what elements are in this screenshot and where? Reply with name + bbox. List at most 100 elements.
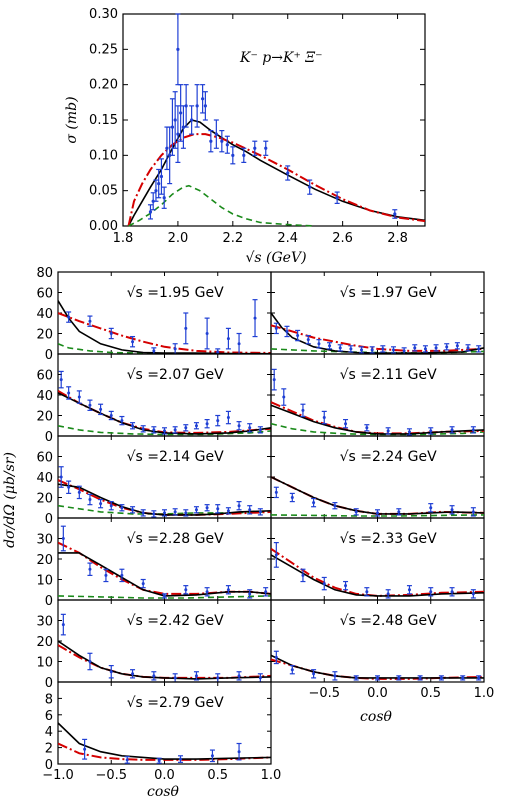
panel-data-point <box>99 407 103 411</box>
panel-data-point <box>237 424 241 428</box>
panel-data-point <box>205 422 209 426</box>
panel-y-tick-label: 0 <box>45 348 53 363</box>
panel-4: √s =2.11 GeV <box>270 353 485 437</box>
panel-data-point <box>376 511 379 515</box>
panel-data-point <box>333 674 337 678</box>
panel-energy-label: √s =2.11 GeV <box>340 367 437 383</box>
panel-data-point <box>237 750 241 754</box>
panel-data-point <box>461 676 465 680</box>
panel-energy-label: √s =2.24 GeV <box>340 449 437 465</box>
panel-data-point <box>216 676 220 680</box>
top-data-point <box>159 174 164 179</box>
panel-y-tick-label: 30 <box>36 533 53 548</box>
panel-data-point <box>226 337 230 341</box>
panel-data-point <box>450 508 454 512</box>
panel-data-point <box>61 537 65 540</box>
top-y-tick-label: 0.15 <box>89 113 118 128</box>
panel-green-dashed-curve <box>271 422 484 436</box>
top-x-axis-label: √s (GeV) <box>245 250 306 266</box>
panel-data-point <box>312 672 316 676</box>
panel-data-points <box>58 466 263 518</box>
top-data-point <box>157 182 161 186</box>
panel-data-point <box>109 504 113 508</box>
panel-data-point <box>296 334 300 338</box>
panel-data-point <box>445 345 449 349</box>
panel-data-point <box>125 758 129 762</box>
panel-data-point <box>466 346 470 350</box>
panel-y-tick-label: 20 <box>36 635 53 650</box>
panel-data-point <box>317 342 321 346</box>
panel-data-point <box>274 326 278 330</box>
top-data-point <box>286 171 290 175</box>
panel-6: √s =2.24 GeV <box>270 435 485 519</box>
panel-data-point <box>59 475 63 479</box>
panel-data-point <box>338 346 342 350</box>
panel-data-point <box>173 676 177 680</box>
panel-data-point <box>354 676 358 680</box>
top-x-tick-label: 1.8 <box>113 231 134 246</box>
panel-data-points <box>66 299 258 354</box>
top-data-point <box>335 196 339 200</box>
panel-data-point <box>258 676 262 680</box>
panel-data-point <box>322 582 326 586</box>
panel-data-point <box>131 340 135 344</box>
panel-data-point <box>391 348 395 352</box>
panel-data-point <box>184 426 188 430</box>
panel-data-point <box>429 590 433 594</box>
panel-data-point <box>205 590 209 594</box>
panel-data-point <box>163 429 166 433</box>
panel-y-tick-label: 60 <box>36 287 53 302</box>
top-y-tick-label: 0.05 <box>89 184 118 199</box>
panel-data-point <box>272 378 276 382</box>
panel-data-point <box>173 347 177 351</box>
reaction-annotation: K⁻ p→K⁺ Ξ⁻ <box>239 50 323 66</box>
panel-data-point <box>83 747 87 751</box>
panel-y-tick-label: 0 <box>45 676 53 691</box>
top-data-point <box>168 153 172 157</box>
panel-energy-label: √s =2.42 GeV <box>127 613 224 629</box>
top-x-tick-label: 2.0 <box>168 231 189 246</box>
panel-data-point <box>282 395 286 399</box>
panel-data-point <box>365 426 369 430</box>
panel-data-point <box>194 424 198 428</box>
panel-y-tick-label: 10 <box>36 656 53 671</box>
panel-y-tick-label: 40 <box>36 307 53 322</box>
panel-data-point <box>131 424 135 428</box>
panel-data-point <box>407 588 411 592</box>
top-plot-frame <box>122 13 426 227</box>
panel-data-point <box>397 676 401 680</box>
top-data-point <box>308 185 312 189</box>
panel-data-points <box>273 322 482 354</box>
panel-3: 0 20 40 60 √s =2.07 GeV <box>36 353 272 445</box>
panel-y-tick-label: 8 <box>45 692 53 707</box>
top-data-point <box>184 104 188 108</box>
panel-data-point <box>184 588 188 592</box>
panel-green-dashed-curve <box>58 595 271 599</box>
panel-energy-label: √s =2.14 GeV <box>127 449 224 465</box>
panel-data-point <box>205 506 209 510</box>
top-x-tick-label: 2.4 <box>277 231 298 246</box>
panel-data-point <box>173 428 177 432</box>
top-axis-ticks: 1.8 2.0 2.2 2.4 2.6 2.8 0.00 0.05 0.10 0.15 0.20 0.… <box>89 7 425 246</box>
panel-y-tick-label: 40 <box>36 389 53 404</box>
left-x-tick-label: −1.0 <box>42 768 74 783</box>
panel-y-tick-label: 20 <box>36 492 53 507</box>
panel-data-point <box>131 508 135 512</box>
top-x-tick-label: 2.2 <box>222 231 243 246</box>
panel-black-solid-curve <box>271 476 484 515</box>
top-data-point <box>195 104 199 108</box>
panel-data-point <box>274 553 278 557</box>
panel-energy-label: √s =2.48 GeV <box>340 613 437 629</box>
panel-data-point <box>349 347 353 351</box>
panel-data-point <box>88 498 92 502</box>
panel-data-point <box>141 427 145 431</box>
panel-data-point <box>88 319 92 323</box>
panel-data-point <box>397 510 401 514</box>
top-data-point <box>225 143 229 147</box>
panel-y-tick-label: 30 <box>36 615 53 630</box>
panel-data-points <box>60 525 269 599</box>
panel-data-point <box>194 674 198 678</box>
panel-data-point <box>120 573 124 577</box>
panel-data-points <box>58 370 263 435</box>
top-data-points <box>147 13 398 220</box>
